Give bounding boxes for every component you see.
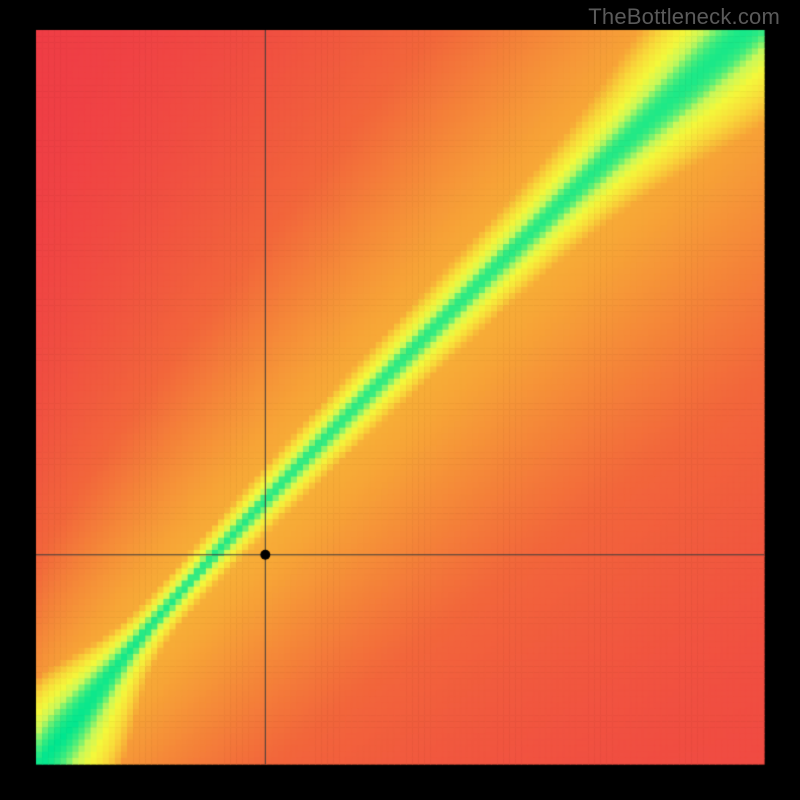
chart-container: TheBottleneck.com [0, 0, 800, 800]
watermark-text: TheBottleneck.com [588, 4, 780, 30]
bottleneck-heatmap [0, 0, 800, 800]
